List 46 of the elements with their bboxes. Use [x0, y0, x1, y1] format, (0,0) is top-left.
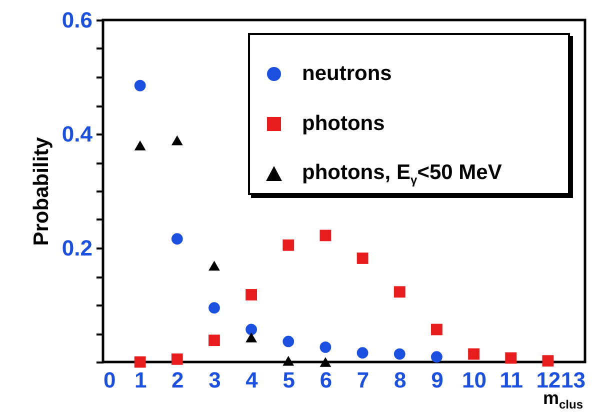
- point: [430, 351, 442, 363]
- y-tick-label: 0.4: [62, 122, 94, 146]
- x-tick-label: 7: [356, 368, 370, 392]
- y-tick-label: 0.2: [62, 236, 92, 260]
- x-tick-label: 11: [500, 368, 523, 392]
- point: [320, 230, 332, 242]
- point: [430, 324, 442, 336]
- x-tick-label: 5: [282, 368, 296, 392]
- point: [356, 347, 368, 359]
- x-tick-label: 4: [246, 368, 259, 392]
- legend-label: photons, E$_{γ}$<50 MeV: [302, 160, 502, 188]
- point: [356, 252, 368, 264]
- point: [246, 332, 258, 342]
- x-tick-label: 0: [104, 368, 116, 392]
- point: [468, 348, 480, 360]
- point: [505, 352, 517, 364]
- x-tick-label: 9: [431, 368, 444, 392]
- x-tick-label: 10: [462, 368, 487, 392]
- x-tick-label: 8: [394, 368, 406, 392]
- point: [208, 334, 220, 346]
- point: [134, 80, 146, 92]
- point: [208, 260, 220, 271]
- point: [542, 355, 554, 367]
- point: [320, 357, 332, 367]
- point: [282, 336, 294, 348]
- point: [394, 348, 406, 360]
- point: [134, 140, 146, 150]
- point: [282, 239, 294, 251]
- point: [246, 289, 258, 300]
- point: [171, 233, 183, 245]
- point: [171, 353, 183, 365]
- x-tick-label: 6: [320, 368, 332, 392]
- point: [394, 286, 406, 298]
- y-tick-label: 0.6: [62, 8, 92, 32]
- point: [246, 324, 258, 336]
- point: [171, 135, 183, 146]
- legend-label: photons: [302, 112, 385, 136]
- point: [208, 302, 220, 314]
- point: [134, 356, 146, 368]
- x-tick-label: 3: [208, 368, 221, 392]
- y-axis-title: Probability: [30, 136, 53, 246]
- x-tick-label: 1: [134, 368, 147, 392]
- point: [282, 356, 294, 366]
- legend-label: neutrons: [302, 62, 392, 86]
- point: [320, 341, 332, 353]
- x-tick-label: 2: [172, 368, 184, 392]
